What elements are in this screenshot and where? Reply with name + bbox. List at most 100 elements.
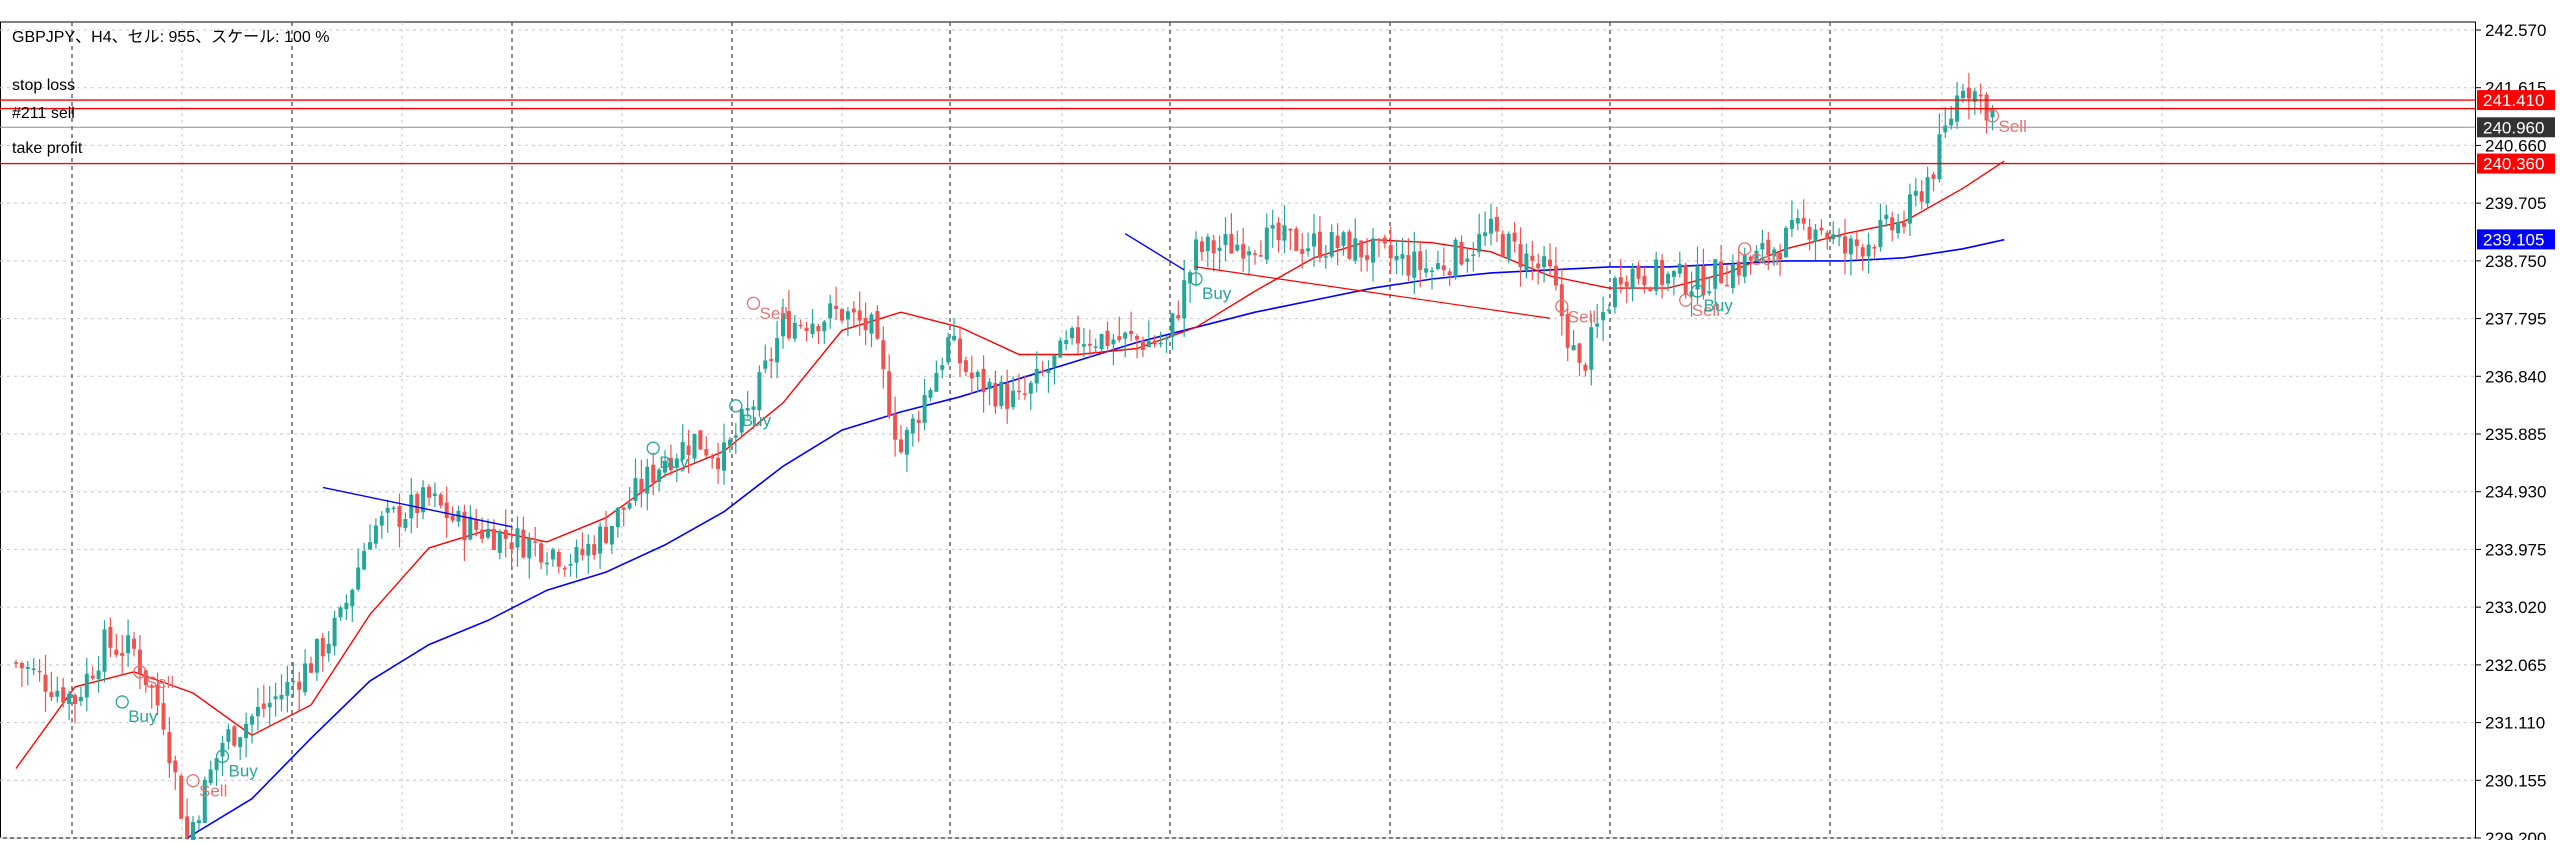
candle-body bbox=[1400, 254, 1405, 259]
candle-body bbox=[332, 617, 337, 647]
candle-body bbox=[1825, 232, 1830, 240]
candle-body bbox=[267, 702, 272, 708]
candle-body bbox=[645, 466, 650, 494]
price-tick-label: 233.975 bbox=[2485, 540, 2546, 559]
grid bbox=[0, 21, 2476, 839]
candle-body bbox=[1837, 235, 1842, 238]
candle-body bbox=[391, 507, 396, 510]
candle-body bbox=[55, 690, 60, 697]
candle-body bbox=[751, 406, 756, 410]
candle-body bbox=[1789, 219, 1794, 229]
candle-body bbox=[1506, 233, 1511, 259]
candle-body bbox=[1335, 235, 1340, 249]
candle-body bbox=[385, 507, 390, 513]
candle-body bbox=[1070, 328, 1075, 339]
price-tick-label: 237.795 bbox=[2485, 310, 2546, 329]
candle-body bbox=[1046, 370, 1051, 373]
candle-body bbox=[1866, 244, 1871, 257]
price-tick-label: 238.750 bbox=[2485, 252, 2546, 271]
position-label: #211 sell bbox=[12, 105, 75, 122]
price-tick-label: 233.020 bbox=[2485, 598, 2546, 617]
candle-body bbox=[1489, 218, 1493, 234]
trade-marker-label: Sell bbox=[1692, 301, 1720, 320]
candle-body bbox=[727, 439, 732, 446]
candle-body bbox=[1099, 334, 1104, 350]
candle-body bbox=[1843, 236, 1847, 254]
candle-body bbox=[202, 779, 207, 823]
candle-body bbox=[798, 324, 803, 327]
candle-body bbox=[1217, 247, 1222, 251]
candle-body bbox=[1813, 229, 1818, 242]
candle-body bbox=[869, 314, 874, 334]
candle-body bbox=[1276, 222, 1281, 241]
candle-body bbox=[639, 478, 644, 493]
candle-body bbox=[362, 551, 367, 570]
candle-body bbox=[1896, 221, 1901, 234]
candle-body bbox=[786, 311, 791, 339]
candle-body bbox=[314, 639, 319, 673]
candle-body bbox=[427, 486, 431, 498]
trade-arrow-line bbox=[1124, 233, 1185, 271]
candle-body bbox=[1943, 125, 1948, 133]
trade-marker-label: Buy bbox=[128, 707, 158, 726]
candle-body bbox=[840, 309, 844, 321]
candle-body bbox=[1376, 238, 1381, 241]
price-tick-label: 230.155 bbox=[2485, 771, 2546, 790]
candle-body bbox=[1294, 228, 1299, 251]
candle-body bbox=[958, 338, 962, 364]
candle-body bbox=[981, 368, 986, 393]
candle-body bbox=[1949, 118, 1954, 126]
candle-body bbox=[1158, 342, 1163, 345]
trade-arrow-line bbox=[1195, 266, 1551, 319]
candle-body bbox=[1477, 234, 1482, 253]
candle-body bbox=[96, 670, 101, 680]
candle-body bbox=[627, 503, 632, 509]
candle-body bbox=[993, 383, 998, 407]
candle-body bbox=[1412, 251, 1417, 278]
candle-body bbox=[1052, 355, 1057, 367]
candle-body bbox=[350, 589, 355, 607]
candle-body bbox=[1848, 238, 1853, 255]
candle-body bbox=[521, 529, 526, 558]
candle-body bbox=[1140, 340, 1145, 351]
candle-body bbox=[309, 663, 313, 673]
candle-body bbox=[1017, 390, 1021, 393]
current-price-tag-bg bbox=[2477, 117, 2555, 138]
trade-marker-label: Buy bbox=[1202, 284, 1232, 303]
candle-body bbox=[845, 311, 850, 320]
candle-body bbox=[1011, 390, 1016, 408]
candle-body bbox=[1371, 238, 1375, 263]
candle-body bbox=[1807, 226, 1812, 240]
candle-body bbox=[1081, 344, 1086, 347]
candle-body bbox=[881, 340, 886, 370]
trade-arrow-line bbox=[322, 486, 512, 528]
candle-body bbox=[415, 494, 420, 514]
candle-body bbox=[1453, 239, 1458, 277]
candle-body bbox=[1553, 265, 1558, 286]
candle-body bbox=[893, 413, 898, 440]
candle-body bbox=[1028, 382, 1033, 394]
candle-body bbox=[273, 696, 278, 700]
candle-body bbox=[1725, 284, 1729, 287]
candle-body bbox=[704, 449, 709, 456]
candle-body bbox=[910, 418, 915, 434]
price-scale[interactable]: 242.570241.615240.660239.705238.750237.7… bbox=[2475, 21, 2546, 845]
candle-body bbox=[1323, 256, 1328, 258]
candle-body bbox=[1459, 241, 1464, 265]
candle-body bbox=[1642, 276, 1647, 286]
candle-body bbox=[1365, 255, 1370, 260]
candle-body bbox=[928, 390, 933, 398]
ma-slow-price-tag: 239.105 bbox=[2483, 230, 2544, 249]
candle-body bbox=[232, 726, 237, 746]
candle-body bbox=[220, 742, 225, 757]
candle-body bbox=[1494, 216, 1499, 232]
candle-body bbox=[1701, 265, 1706, 296]
candle-body bbox=[126, 635, 131, 654]
candle-body bbox=[208, 769, 213, 783]
current-price-tag: 240.960 bbox=[2483, 118, 2544, 137]
candle-body bbox=[1618, 277, 1623, 285]
candle-body bbox=[1388, 245, 1393, 259]
candle-body bbox=[775, 337, 780, 363]
